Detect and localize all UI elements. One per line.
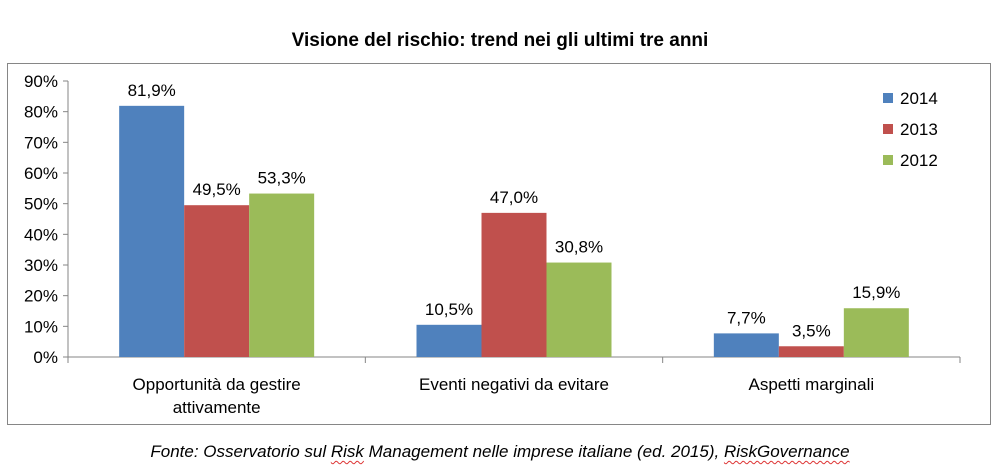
y-tick-label: 20% (24, 287, 58, 306)
x-tick-label: attivamente (173, 398, 261, 417)
x-tick-label: Eventi negativi da evitare (419, 375, 609, 394)
bar-2014 (119, 105, 185, 357)
data-label: 53,3% (258, 169, 306, 188)
bar-2012 (546, 262, 612, 357)
y-tick-label: 70% (24, 133, 58, 152)
data-label: 15,9% (852, 283, 900, 302)
source-note: Fonte: Osservatorio sul Risk Management … (0, 442, 1000, 462)
y-tick-label: 50% (24, 195, 58, 214)
y-tick-label: 10% (24, 317, 58, 336)
legend-swatch-2013 (883, 124, 893, 134)
y-tick-label: 30% (24, 256, 58, 275)
legend-swatch-2014 (883, 93, 893, 103)
bar-2012 (843, 308, 909, 357)
y-tick-label: 80% (24, 103, 58, 122)
legend-swatch-2012 (883, 155, 893, 165)
source-underlined-risk: Risk (330, 442, 364, 461)
x-tick-label: Opportunità da gestire (133, 375, 301, 394)
legend-label: 2014 (900, 89, 938, 108)
data-label: 10,5% (425, 300, 473, 319)
source-underlined-riskgovernance: RiskGovernance (723, 442, 850, 461)
chart-frame (7, 63, 991, 425)
data-label: 30,8% (555, 238, 603, 257)
x-tick-label: Aspetti marginali (748, 375, 874, 394)
y-tick-label: 60% (24, 164, 58, 183)
source-middle: Management nelle imprese italiane (ed. 2… (363, 442, 724, 461)
legend-label: 2013 (900, 120, 938, 139)
bar-2013 (778, 346, 844, 357)
data-label: 3,5% (792, 321, 831, 340)
chart-title: Visione del rischio: trend nei gli ultim… (291, 30, 709, 51)
y-tick-label: 0% (33, 348, 58, 367)
data-label: 47,0% (490, 188, 538, 207)
bar-2013 (184, 205, 250, 357)
bar-2014 (416, 324, 482, 357)
bar-2012 (249, 193, 315, 357)
legend-label: 2012 (900, 151, 938, 170)
source-prefix: Fonte: Osservatorio sul (150, 442, 331, 461)
bar-2014 (713, 333, 779, 357)
y-tick-label: 90% (24, 72, 58, 91)
data-label: 81,9% (128, 81, 176, 100)
data-label: 49,5% (193, 180, 241, 199)
data-label: 7,7% (727, 308, 766, 327)
bar-2013 (481, 212, 547, 357)
y-tick-label: 40% (24, 225, 58, 244)
